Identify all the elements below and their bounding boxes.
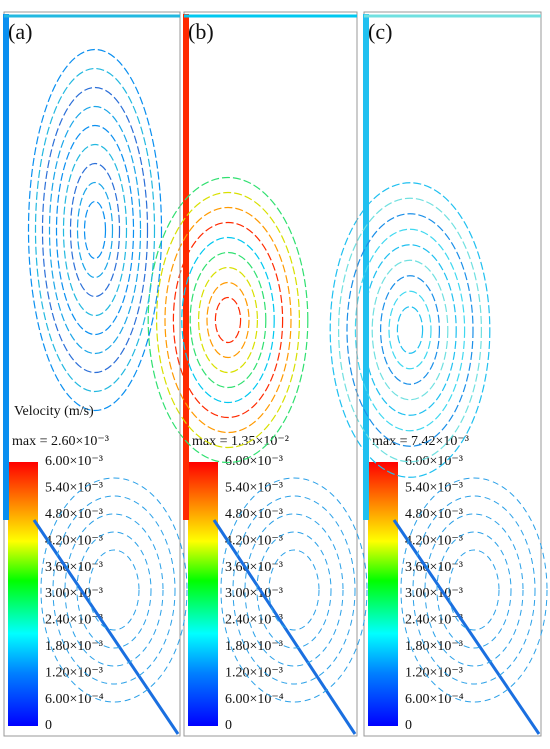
- streamline: [27, 48, 163, 412]
- streamline: [371, 259, 449, 401]
- max-velocity: max = 2.60×10⁻³: [12, 434, 109, 449]
- colorbar-tick-label: 3.60×10⁻³: [45, 560, 103, 575]
- colorbar-tick-label: 3.60×10⁻³: [405, 560, 463, 575]
- streamline: [83, 200, 107, 260]
- streamline: [329, 182, 491, 478]
- streamline: [354, 228, 466, 432]
- streamline: [147, 176, 309, 464]
- streamline: [214, 296, 242, 344]
- colorbar-tick-label: 3.00×10⁻³: [225, 586, 283, 601]
- colorbar-tick-label: 1.80×10⁻³: [225, 639, 283, 654]
- colorbar-tick-label: 6.00×10⁻⁴: [225, 692, 284, 707]
- streamline: [338, 197, 483, 463]
- slope-wall: [392, 519, 541, 735]
- colorbar-tick-label: 5.40×10⁻³: [225, 481, 283, 496]
- lower-streamline: [244, 513, 344, 667]
- lower-streamline: [220, 477, 368, 703]
- flow-panel: [329, 11, 548, 737]
- colorbar-tick-label: 0: [225, 718, 232, 733]
- max-velocity: max = 7.42×10⁻³: [372, 434, 469, 449]
- streamline: [48, 105, 142, 355]
- streamline: [396, 306, 424, 354]
- streamline: [346, 213, 474, 447]
- streamline: [69, 162, 121, 298]
- colorbar-tick-label: 1.20×10⁻³: [405, 665, 463, 680]
- lower-streamline: [424, 513, 524, 667]
- flow-panel: [3, 11, 188, 737]
- streamline: [380, 275, 441, 385]
- colorbar-tick-label: 5.40×10⁻³: [45, 481, 103, 496]
- colorbar-tick-label: 1.20×10⁻³: [45, 665, 103, 680]
- streamline: [164, 206, 292, 434]
- colorbar-tick-label: 2.40×10⁻³: [405, 613, 463, 628]
- colorbar-tick-label: 4.80×10⁻³: [225, 507, 283, 522]
- colorbar-tick-label: 1.80×10⁻³: [405, 639, 463, 654]
- lower-streamline: [256, 531, 332, 649]
- lower-streamline: [40, 477, 188, 703]
- lower-streamline: [412, 495, 536, 685]
- streamline: [76, 181, 114, 279]
- lower-streamline: [52, 495, 176, 685]
- colorbar-tick-label: 6.00×10⁻³: [45, 454, 103, 469]
- colorbar-tick-label: 3.60×10⁻³: [225, 560, 283, 575]
- streamline: [388, 290, 432, 370]
- colorbar-tick-label: 4.20×10⁻³: [225, 533, 283, 548]
- streamline: [181, 236, 275, 404]
- slope-wall: [32, 519, 180, 735]
- streamline: [41, 86, 149, 374]
- lower-streamline: [232, 495, 356, 685]
- colorbar-tick-label: 6.00×10⁻³: [225, 454, 283, 469]
- colorbar: [188, 462, 218, 726]
- colorbar-tick-label: 3.00×10⁻³: [45, 586, 103, 601]
- streamline: [34, 67, 156, 393]
- lower-streamline: [88, 549, 140, 631]
- colorbar-tick-label: 0: [45, 718, 52, 733]
- colorbar-tick-label: 4.80×10⁻³: [45, 507, 103, 522]
- streamline: [156, 191, 301, 449]
- panel-label: (c): [368, 19, 392, 44]
- colorbar-tick-label: 0: [405, 718, 412, 733]
- streamline: [198, 266, 259, 374]
- streamline: [55, 124, 135, 336]
- colorbar-tick-label: 6.00×10⁻⁴: [405, 692, 464, 707]
- colorbar-title: Velocity (m/s): [14, 404, 94, 419]
- colorbar-tick-label: 1.20×10⁻³: [225, 665, 283, 680]
- lower-streamline: [400, 477, 548, 703]
- colorbar-tick-label: 6.00×10⁻³: [405, 454, 463, 469]
- colorbar-tick-label: 2.40×10⁻³: [225, 613, 283, 628]
- streamline: [172, 221, 284, 419]
- streamline: [189, 251, 267, 389]
- lower-streamline: [436, 531, 512, 649]
- streamline: [206, 281, 250, 359]
- colorbar-tick-label: 4.20×10⁻³: [45, 533, 103, 548]
- colorbar-tick-label: 1.80×10⁻³: [45, 639, 103, 654]
- lower-streamline: [448, 549, 500, 631]
- panel-label: (b): [188, 19, 214, 44]
- lower-streamline: [268, 549, 320, 631]
- colorbar-tick-label: 6.00×10⁻⁴: [45, 692, 104, 707]
- streamline: [363, 244, 457, 416]
- colorbar-tick-label: 4.80×10⁻³: [405, 507, 463, 522]
- colorbar: [8, 462, 38, 726]
- panel-label: (a): [8, 19, 32, 44]
- lower-streamline: [64, 513, 164, 667]
- colorbar-tick-label: 5.40×10⁻³: [405, 481, 463, 496]
- streamline: [62, 143, 128, 317]
- lower-streamline: [76, 531, 152, 649]
- colorbar-tick-label: 2.40×10⁻³: [45, 613, 103, 628]
- flow-panel: [147, 11, 368, 737]
- colorbar-tick-label: 3.00×10⁻³: [405, 586, 463, 601]
- colorbar: [368, 462, 398, 726]
- colorbar-tick-label: 4.20×10⁻³: [405, 533, 463, 548]
